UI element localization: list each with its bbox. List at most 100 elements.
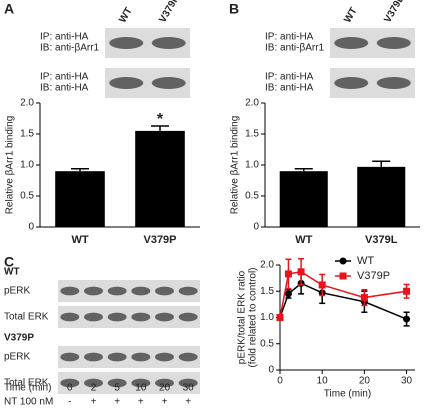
bar: [55, 171, 105, 227]
y-tick-label: 1.0: [245, 160, 259, 171]
column-label: WT: [342, 6, 359, 25]
blot-band: [376, 37, 411, 49]
time-value: 0: [67, 383, 73, 394]
bar: [279, 171, 328, 227]
blot-label: IP: anti-HA: [40, 32, 89, 43]
blot-band: [178, 378, 198, 388]
blot-band: [84, 312, 103, 322]
blot-band: [107, 312, 127, 322]
bar: [135, 130, 185, 227]
marker: [284, 290, 292, 298]
blot-band: [178, 286, 198, 296]
treatment-value: +: [138, 397, 144, 408]
y-tick-label: 1.5: [20, 129, 34, 140]
blot-label: IB: anti-HA: [265, 83, 314, 94]
legend-label: V379P: [357, 270, 390, 282]
blot-band: [84, 378, 103, 388]
bar: [357, 166, 406, 227]
blot-label: IB: anti-HA: [40, 83, 89, 94]
group-label: WT: [4, 267, 20, 278]
y-tick-label: 0: [268, 365, 274, 376]
time-label: Time (min): [4, 383, 51, 394]
blot-band: [107, 378, 127, 388]
series-line: [279, 282, 407, 320]
column-label: V379P: [157, 0, 182, 25]
blot-band: [155, 286, 174, 296]
x-tick-label: 20: [359, 376, 371, 387]
x-tick-label: 0: [277, 376, 283, 387]
y-tick-label: 0.5: [20, 191, 34, 202]
y-tick-label: 0.5: [260, 338, 274, 349]
panel-letter: B: [229, 1, 239, 17]
row-label: Total ERK: [4, 378, 49, 389]
blot-label: IB: anti-βArr1: [40, 43, 100, 54]
blot-band: [109, 37, 144, 49]
x-axis-label: Time (min): [324, 389, 371, 400]
y-axis-label: (fold related to control): [248, 267, 259, 367]
treatment-value: -: [68, 397, 71, 408]
blot-band: [155, 378, 174, 388]
blot-image: [58, 280, 200, 302]
row-label: pERK: [4, 352, 30, 363]
blot-band: [155, 312, 174, 322]
y-tick-label: 1.0: [20, 160, 34, 171]
treatment-value: +: [91, 397, 97, 408]
blot-band: [131, 352, 151, 362]
blot-band: [178, 312, 198, 322]
marker: [297, 268, 305, 276]
row-label: Total ERK: [4, 312, 49, 323]
y-tick-label: 0.5: [245, 191, 259, 202]
panel-letter: C: [4, 254, 14, 270]
blot-image: [58, 372, 200, 394]
time-value: 30: [183, 383, 195, 394]
marker: [403, 315, 411, 323]
marker: [403, 287, 411, 295]
blot-band: [109, 77, 144, 89]
blot-label: IP: anti-HA: [265, 72, 314, 83]
x-tick-label: V379P: [143, 234, 176, 246]
treatment-value: +: [162, 397, 168, 408]
blot-band: [131, 312, 151, 322]
blot-band: [131, 286, 151, 296]
time-value: 20: [159, 383, 171, 394]
y-tick-label: 2.0: [260, 260, 274, 271]
blot-image: [58, 306, 200, 328]
blot-band: [376, 77, 411, 89]
blot-band: [151, 77, 186, 89]
treatment-value: +: [185, 397, 191, 408]
blot-band: [60, 352, 80, 362]
x-tick-label: 30: [401, 376, 413, 387]
x-tick-label: WT: [71, 234, 88, 246]
group-label: V379P: [4, 333, 34, 344]
blot-band: [107, 286, 127, 296]
row-label: pERK: [4, 286, 30, 297]
y-tick-label: 0: [253, 222, 259, 233]
x-tick-label: WT: [295, 234, 312, 246]
blot-band: [131, 378, 151, 388]
legend-marker: [339, 272, 347, 280]
blot-label: IP: anti-HA: [40, 72, 89, 83]
blot-band: [60, 312, 80, 322]
marker: [284, 270, 292, 278]
x-tick-label: V379L: [365, 234, 398, 246]
y-tick-label: 0: [28, 222, 34, 233]
blot-band: [84, 286, 103, 296]
blot-band: [334, 77, 369, 89]
column-label: V379L: [382, 0, 406, 25]
panel-letter: A: [4, 1, 14, 17]
marker: [360, 294, 368, 302]
series-line: [279, 271, 407, 318]
treatment-value: +: [114, 397, 120, 408]
y-axis-label: pERK/total ERK ratio: [237, 270, 248, 364]
treatment-label: NT 100 nM: [4, 397, 53, 408]
x-tick-label: 10: [317, 376, 329, 387]
legend-marker: [339, 257, 347, 265]
marker: [276, 314, 284, 321]
blot-label: IB: anti-βArr1: [265, 43, 325, 54]
legend-label: WT: [357, 255, 374, 267]
blot-band: [178, 352, 198, 362]
blot-band: [334, 37, 369, 49]
blot-label: IP: anti-HA: [265, 32, 314, 43]
blot-image: [58, 346, 200, 368]
